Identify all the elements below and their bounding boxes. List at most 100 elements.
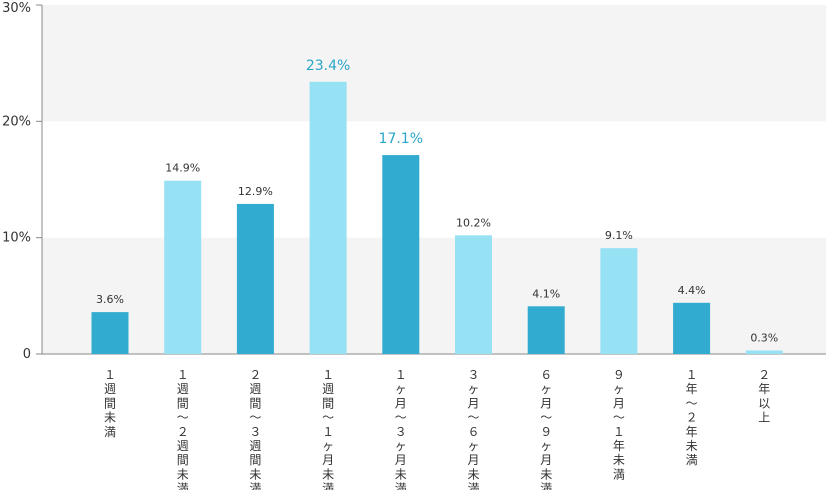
x-tick-label-char: ２ (249, 368, 261, 382)
x-tick-label-char: 満 (322, 482, 334, 490)
x-tick-label-char: ヶ (613, 382, 625, 396)
x-tick-label-char: ヶ (467, 439, 479, 453)
x-tick-label-char: ～ (177, 411, 189, 425)
x-tick-label-char: １ (322, 425, 334, 439)
x-tick-label-char: 未 (104, 411, 116, 425)
x-tick-label-char: 月 (467, 453, 479, 467)
bar-value-label: 10.2% (456, 216, 491, 229)
bar (309, 81, 347, 354)
x-tick-label-char: 未 (177, 467, 189, 481)
x-tick-label-char: ９ (613, 368, 625, 382)
y-tick-label: 10% (2, 231, 31, 246)
x-tick-label-char: 年 (686, 425, 698, 439)
x-tick-label-char: 週 (249, 382, 261, 396)
bar (673, 302, 711, 354)
x-tick-label-char: 満 (686, 453, 698, 467)
x-tick-label-char: 満 (177, 482, 189, 490)
x-tick-label-char: ヶ (395, 382, 407, 396)
bar (382, 155, 420, 354)
x-tick-label-char: 間 (249, 453, 261, 467)
x-tick-label-char: ３ (249, 425, 261, 439)
x-tick-label-char: 未 (322, 467, 334, 481)
bar-value-label: 12.9% (238, 185, 273, 198)
x-axis-labels: １週間未満１週間～２週間未満２週間～３週間未満１週間～１ヶ月未満１ヶ月～３ヶ月未… (104, 368, 770, 490)
x-tick-label-char: ３ (395, 425, 407, 439)
bar (164, 180, 202, 354)
x-tick-label-char: 月 (395, 453, 407, 467)
x-tick-label-char: 年 (613, 439, 625, 453)
x-tick-label-char: 月 (613, 396, 625, 410)
x-tick-label-char: ２ (686, 411, 698, 425)
x-tick-label-char: ヶ (395, 439, 407, 453)
x-tick-label-char: 月 (540, 396, 552, 410)
bar (600, 248, 638, 354)
x-tick-label-char: ９ (540, 425, 552, 439)
bar-value-label: 4.1% (532, 287, 560, 300)
y-axis-ticks: 0 10% 20% 30% (2, 1, 42, 362)
bar (455, 235, 492, 354)
x-tick-label-char: １ (395, 368, 407, 382)
bars (91, 81, 783, 354)
x-tick-label-char: ヶ (322, 439, 334, 453)
bar-value-label: 0.3% (750, 332, 778, 345)
x-tick-label-char: 満 (104, 425, 116, 439)
x-tick-label-char: ヶ (540, 382, 552, 396)
x-tick-label-char: 間 (104, 396, 116, 410)
x-tick-label-char: 間 (249, 396, 261, 410)
x-tick-label-char: 未 (249, 467, 261, 481)
bar (236, 203, 274, 354)
value-labels: 3.6% 14.9% 12.9% 23.4% 17.1% 10.2% 4.1% 9.1% 4.4… (96, 58, 778, 345)
x-tick-label-char: ６ (467, 425, 479, 439)
x-tick-label-char: 満 (467, 482, 479, 490)
x-tick-label-char: 満 (613, 467, 625, 481)
bar-value-label: 9.1% (605, 229, 633, 242)
x-tick-label-char: ～ (395, 411, 407, 425)
x-tick-label-char: １ (104, 368, 116, 382)
x-tick-label-char: 月 (540, 453, 552, 467)
x-tick-label-char: ６ (540, 368, 552, 382)
x-tick-label-char: 満 (540, 482, 552, 490)
x-tick-label-char: 未 (395, 467, 407, 481)
y-tick-label: 30% (2, 1, 31, 16)
y-tick-label: 0 (23, 347, 31, 362)
x-tick-label-char: 未 (467, 467, 479, 481)
background-bands (42, 5, 826, 354)
x-tick-label-char: 週 (104, 382, 116, 396)
x-tick-label-char: 週 (177, 439, 189, 453)
bar (527, 306, 565, 354)
x-tick-label-char: １ (686, 368, 698, 382)
bar-value-label: 14.9% (165, 162, 200, 175)
x-tick-label-char: 月 (395, 396, 407, 410)
x-tick-label-char: ～ (467, 411, 479, 425)
x-tick-label-char: ２ (177, 425, 189, 439)
y-tick-label: 20% (2, 114, 31, 129)
x-tick-label-char: 未 (686, 439, 698, 453)
x-tick-label-char: 未 (540, 467, 552, 481)
x-tick-label-char: 以 (758, 396, 770, 410)
x-tick-label-char: 年 (758, 382, 770, 396)
x-tick-label-char: ヶ (540, 439, 552, 453)
x-tick-label-char: ヶ (467, 382, 479, 396)
x-tick-label-char: １ (613, 425, 625, 439)
x-tick-label-char: ～ (613, 411, 625, 425)
x-tick-label-char: 間 (322, 396, 334, 410)
x-tick-label-char: ～ (322, 411, 334, 425)
x-tick-label-char: ３ (467, 368, 479, 382)
bar (745, 350, 783, 354)
x-tick-label-char: 週 (177, 382, 189, 396)
x-tick-label-char: １ (322, 368, 334, 382)
bar-value-label: 4.4% (678, 284, 706, 297)
x-tick-label-char: 週 (249, 439, 261, 453)
bar-value-label: 17.1% (379, 131, 423, 147)
x-tick-label-char: 週 (322, 382, 334, 396)
x-tick-label-char: １ (177, 368, 189, 382)
background-band (42, 5, 826, 122)
x-tick-label-char: 月 (322, 453, 334, 467)
